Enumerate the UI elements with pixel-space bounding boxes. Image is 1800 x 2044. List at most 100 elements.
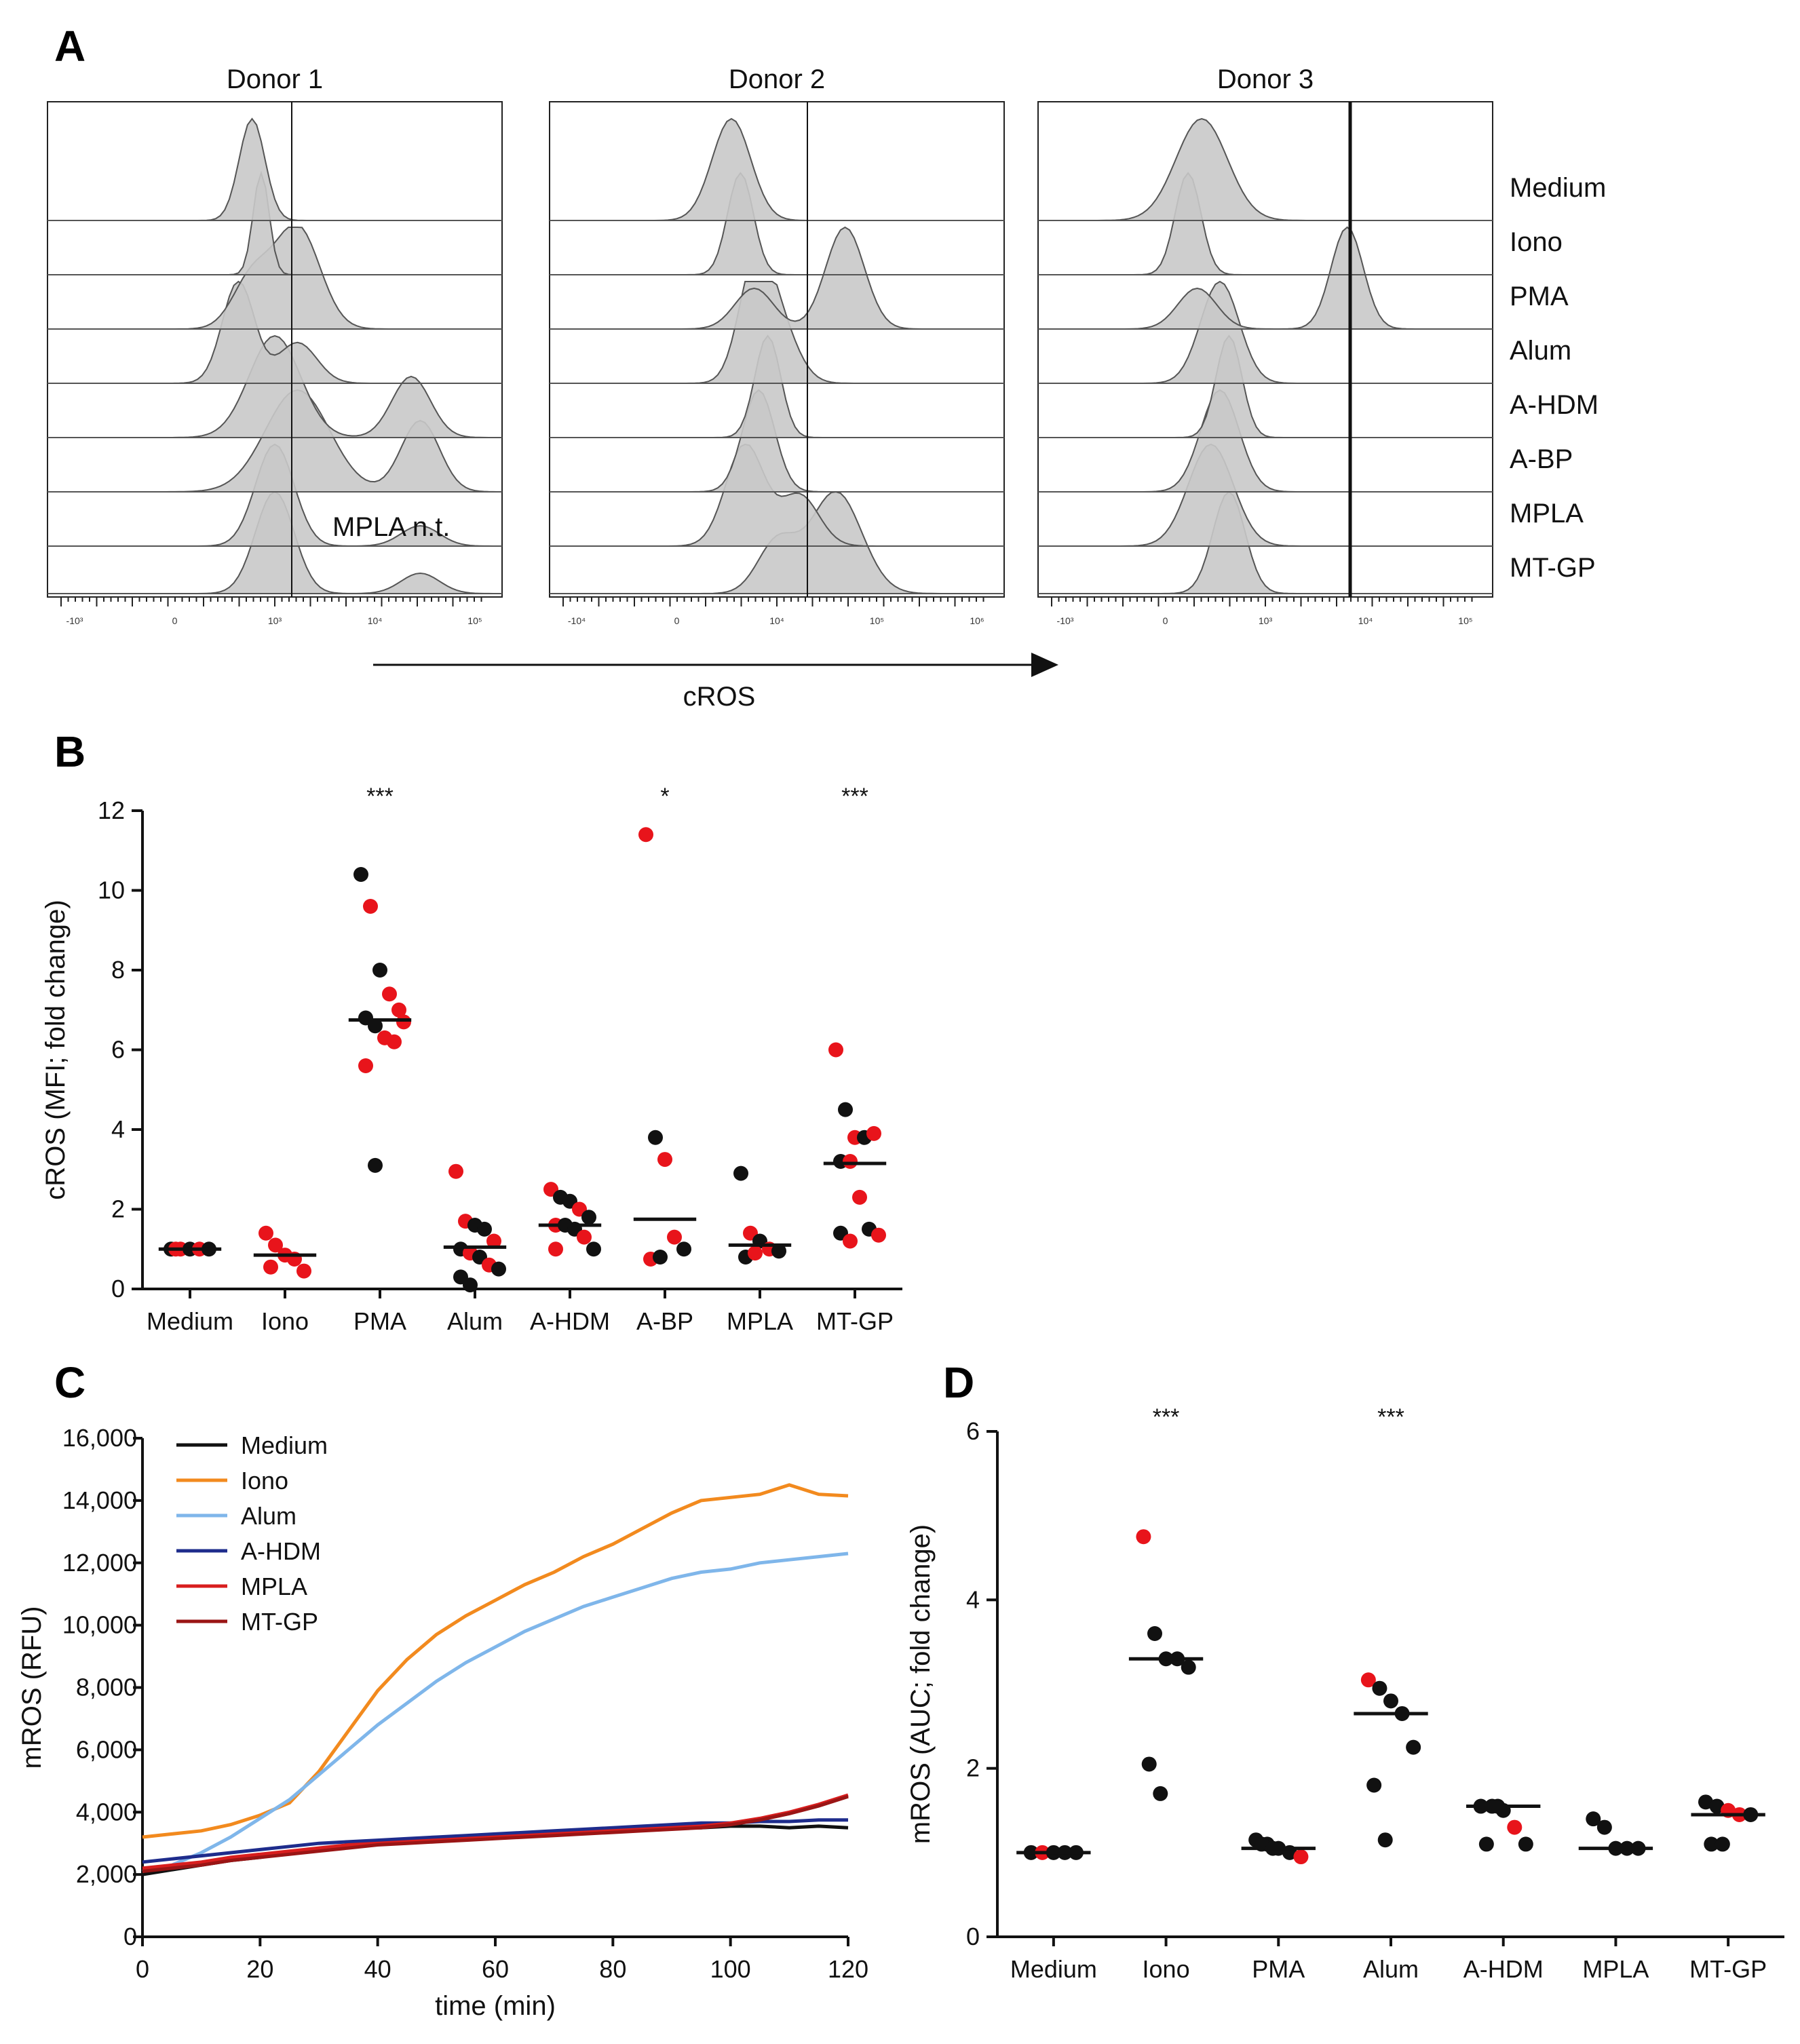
axis-tick-label: 10⁵ [467, 615, 482, 626]
data-point [852, 1189, 867, 1205]
data-point [363, 899, 378, 914]
data-point [1406, 1739, 1421, 1755]
data-point [382, 986, 397, 1002]
x-tick-label: PMA [1252, 1955, 1305, 1983]
x-tick-label: 20 [246, 1955, 273, 1983]
x-tick-label: MPLA [1582, 1955, 1649, 1983]
data-point [372, 963, 387, 978]
data-point [1478, 1836, 1494, 1852]
data-point [358, 1058, 373, 1073]
panel-c-line-chart: 0 2,000 4,000 6,000 8,000 10,000 12,000 14,000 1… [17, 1424, 868, 2021]
data-point [1147, 1626, 1162, 1641]
y-tick-label: 10 [98, 876, 125, 904]
axis-tick-label: 0 [1163, 615, 1168, 626]
condition-label: Iono [1510, 227, 1563, 257]
histogram-curve [550, 389, 1004, 493]
significance-marker: *** [366, 784, 394, 809]
legend-label: Medium [241, 1431, 328, 1459]
y-tick-label: 14,000 [62, 1486, 137, 1514]
donor-title: Donor 1 [227, 64, 323, 94]
data-point [1704, 1836, 1719, 1852]
significance-marker: *** [841, 784, 868, 809]
y-tick-label: 0 [966, 1923, 980, 1950]
data-point [667, 1229, 682, 1245]
x-tick-label: Medium [147, 1307, 233, 1335]
donor-title: Donor 3 [1217, 64, 1314, 94]
condition-label: MPLA [1510, 499, 1584, 528]
x-tick-label: 60 [482, 1955, 509, 1983]
panel-label-b: B [54, 727, 85, 776]
panel-b-scatter: 0 2 4 6 8 10 12 cROS (MFI; fold change) Medium Io… [41, 784, 902, 1335]
x-axis-label: time (min) [435, 1991, 556, 2021]
panel-a-xlabel: cROS [683, 682, 756, 712]
data-point [1377, 1832, 1393, 1848]
x-tick-label: Iono [1143, 1955, 1190, 1983]
y-tick-label: 2 [111, 1195, 125, 1223]
histogram-curve [550, 172, 1004, 275]
y-tick-label: 4 [111, 1115, 125, 1143]
histogram-curve [47, 334, 502, 438]
histogram-curve [47, 170, 502, 275]
y-tick-label: 0 [111, 1275, 125, 1303]
data-point [548, 1241, 563, 1257]
series-line [142, 1551, 849, 1873]
histogram-curve [550, 281, 1004, 384]
data-point [733, 1165, 748, 1181]
x-tick-label: Alum [447, 1307, 503, 1335]
legend-label: MT-GP [241, 1608, 318, 1636]
y-tick-label: 8,000 [76, 1674, 137, 1701]
histogram-curve [1038, 334, 1493, 438]
y-axis-label: mROS (RFU) [17, 1606, 47, 1769]
data-point [866, 1125, 881, 1141]
data-point [353, 867, 368, 882]
data-point [1181, 1659, 1196, 1675]
axis-tick-label: 10⁴ [1358, 615, 1373, 626]
panel-label-d: D [943, 1358, 974, 1407]
data-point [843, 1233, 858, 1249]
data-point [486, 1233, 501, 1249]
condition-label: A-BP [1510, 444, 1573, 474]
significance-marker: * [660, 784, 669, 809]
data-point [477, 1221, 492, 1237]
legend-label: A-HDM [241, 1537, 321, 1565]
y-tick-label: 4 [966, 1585, 980, 1613]
y-tick-label: 16,000 [62, 1424, 137, 1452]
axis-tick-label: -10³ [1057, 615, 1074, 626]
data-point [1136, 1529, 1151, 1545]
axis-tick-label: 10³ [1259, 615, 1273, 626]
y-tick-label: 6,000 [76, 1735, 137, 1763]
data-point [448, 1163, 463, 1179]
histogram-curve [47, 280, 502, 384]
data-point [1366, 1777, 1382, 1793]
x-tick-label: 0 [136, 1955, 149, 1983]
data-point [396, 1014, 411, 1030]
data-point [653, 1250, 668, 1265]
data-point [586, 1241, 601, 1257]
y-tick-label: 2,000 [76, 1860, 137, 1888]
axis-tick-label: 10⁴ [368, 615, 383, 626]
axis-tick-label: -10⁴ [568, 615, 586, 626]
data-point [1507, 1819, 1523, 1835]
data-point [638, 827, 653, 843]
data-point [268, 1237, 283, 1253]
axis-tick-label: 0 [172, 615, 178, 626]
axis-tick-label: 10⁴ [769, 615, 784, 626]
data-point [648, 1130, 663, 1145]
x-tick-label: MPLA [727, 1307, 793, 1335]
data-point [1596, 1819, 1612, 1835]
histogram-curve [1038, 389, 1493, 493]
significance-marker: *** [1377, 1404, 1404, 1430]
data-point [387, 1034, 402, 1049]
y-tick-label: 4,000 [76, 1798, 137, 1826]
histogram-curve [550, 443, 1004, 547]
series-line [142, 1483, 849, 1839]
data-point [1709, 1798, 1725, 1814]
data-point [748, 1246, 763, 1261]
legend-label: MPLA [241, 1573, 307, 1600]
data-point [368, 1157, 383, 1173]
data-point [1141, 1756, 1157, 1772]
x-tick-label: PMA [353, 1307, 406, 1335]
legend-label: Iono [241, 1467, 288, 1495]
legend-label: Alum [241, 1502, 296, 1530]
